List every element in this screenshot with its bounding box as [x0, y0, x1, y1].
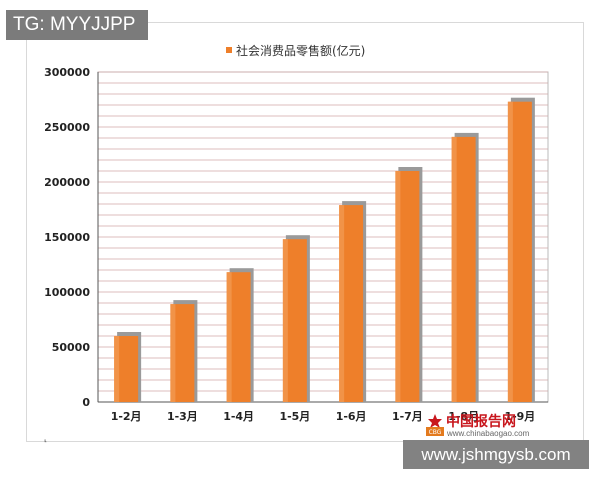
logo: CBG 中国报告网 www.chinabaogao.com [426, 410, 529, 442]
x-tick-label: 1-3月 [167, 410, 198, 423]
bar-highlight [282, 239, 288, 402]
y-tick-label: 300000 [44, 66, 90, 79]
logo-url: www.chinabaogao.com [447, 429, 530, 438]
corner-mark: ⸤ [44, 434, 48, 443]
x-tick-label: 1-7月 [392, 410, 423, 423]
legend-label: 社会消费品零售额(亿元) [236, 43, 366, 58]
bar-highlight [170, 304, 176, 402]
x-tick-label: 1-6月 [336, 410, 367, 423]
y-tick-label: 0 [82, 396, 90, 409]
y-tick-label: 100000 [44, 286, 90, 299]
bar-highlight [395, 171, 401, 402]
legend-swatch [226, 47, 232, 53]
bar-highlight [507, 101, 513, 402]
legend: 社会消费品零售额(亿元) [226, 42, 365, 58]
tg-label: TG: MYYJJPP [6, 10, 148, 40]
x-tick-label: 1-5月 [279, 410, 310, 423]
bar-highlight [226, 272, 232, 402]
bar-highlight [339, 205, 345, 402]
bar-highlight [114, 336, 120, 402]
logo-mark-text: CBG [429, 429, 442, 436]
x-tick-label: 1-2月 [111, 410, 142, 423]
x-tick-label: 1-9月 [504, 410, 535, 423]
y-tick-label: 50000 [52, 341, 91, 354]
logo-mark-icon: CBG [426, 414, 444, 436]
site-url-label: www.jshmgysb.com [403, 440, 589, 469]
x-tick-label: 1-8月 [448, 410, 479, 423]
logo-name: 中国报告网 [446, 414, 516, 430]
y-tick-label: 150000 [44, 231, 90, 244]
x-tick-label: 1-4月 [223, 410, 254, 423]
y-tick-label: 200000 [44, 176, 90, 189]
y-tick-label: 250000 [44, 121, 90, 134]
bar-highlight [451, 136, 457, 402]
